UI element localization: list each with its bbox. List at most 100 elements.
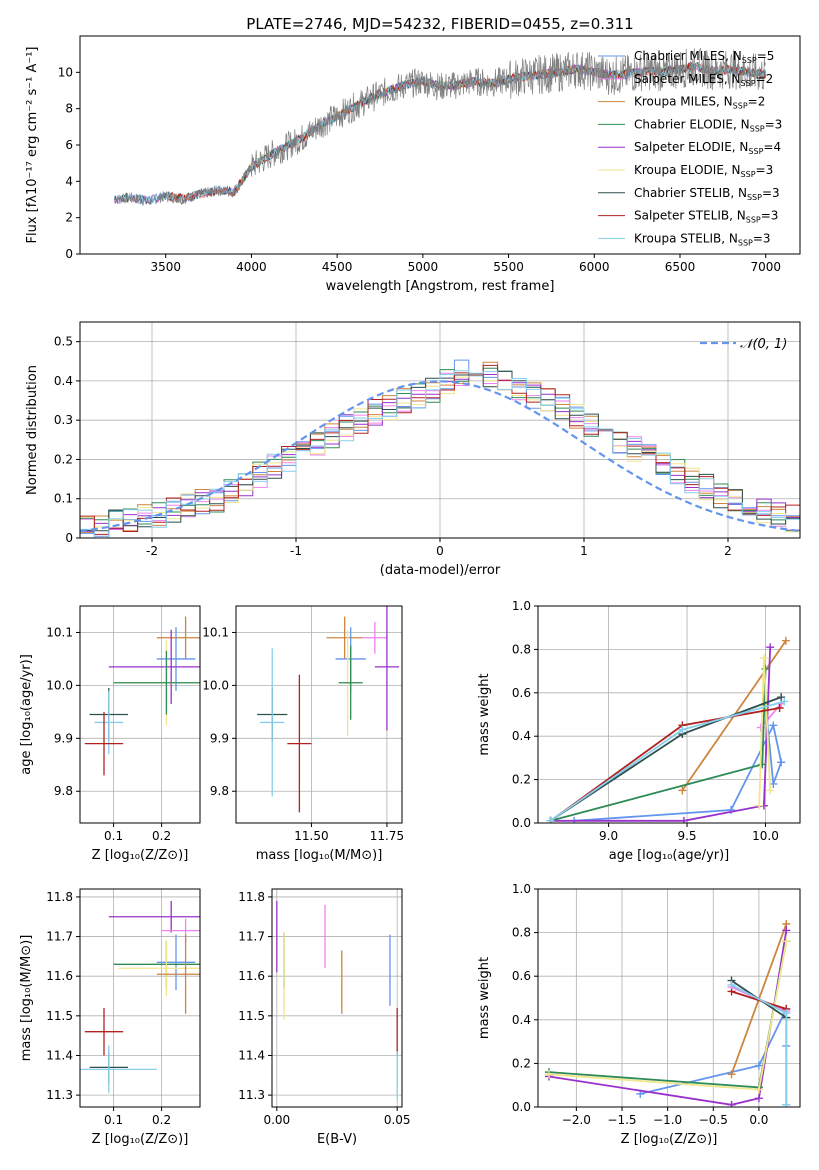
x-tick-label: 0.0 [749,1113,768,1127]
x-tick-label: 0.1 [104,1113,123,1127]
x-tick-label: 7000 [750,260,781,274]
x-axis-label: (data-model)/error [380,563,501,578]
legend-subscript: SSP [746,216,761,225]
y-tick-label: 8 [65,102,73,116]
y-tick-label: 11.5 [238,1009,265,1023]
legend-label: Chabrier MILES, N [634,49,742,63]
x-axis-label: Z [log₁₀(Z/Z⊙)] [621,1132,718,1147]
plot-area [80,900,200,1094]
axes-frame [79,888,201,1108]
mass-weight-series-line [731,990,787,1010]
y-tick-label: 11.3 [46,1088,73,1102]
mass-weight-marker [781,636,790,645]
y-tick-label: 11.3 [238,1088,265,1102]
legend-subscript: SSP [738,238,753,247]
x-tick-label: 11.75 [370,829,404,843]
y-tick-label: 6 [65,138,73,152]
legend-subscript: SSP [747,193,762,202]
y-tick-label: 0.0 [512,1100,531,1114]
x-tick-label: 2 [724,544,732,558]
y-tick-label: 9.8 [210,784,229,798]
y-tick-label: 10.1 [202,625,229,639]
legend-value: =4 [763,140,781,154]
y-tick-label: 11.7 [238,930,265,944]
y-axis-label: mass weight [477,957,492,1039]
y-tick-label: 11.4 [46,1048,73,1062]
y-tick-label: 0.2 [54,452,73,466]
legend-value: =5 [757,49,775,63]
x-tick-label: 9.5 [677,829,696,843]
legend-value: =3 [753,231,771,245]
panel-mass-vs-EBV: 0.00 0.05 11.3 11.4 11.5 11.6 11.7 11.8 E(B-V) [238,888,411,1147]
y-tick-label: 0.4 [54,374,73,388]
y-tick-label: 11.7 [46,930,73,944]
x-tick-label: −2.0 [562,1113,591,1127]
mass-weight-marker [782,926,791,935]
legend-entry: Kroupa ELODIE, NSSP=3 [634,163,773,179]
figure-title: PLATE=2746, MJD=54232, FIBERID=0455, z=0… [246,15,633,33]
y-tick-label: 1.0 [512,882,531,896]
mass-weight-marker [775,703,784,712]
y-tick-label: 0.6 [512,686,531,700]
legend-entry: Chabrier STELIB, NSSP=3 [634,186,780,202]
plot-area [257,606,399,813]
mass-weight-marker [754,1061,763,1070]
mass-weight-marker [678,786,687,795]
plot-area [546,636,790,823]
legend-entry: Salpeter MILES, NSSP=2 [634,72,773,88]
x-tick-label: 0.05 [384,1113,411,1127]
legend-subscript: SSP [733,102,748,111]
x-tick-label: 9.0 [599,829,618,843]
y-axis-label: age [log₁₀(age/yr)] [19,654,34,775]
panel-massweight-vs-Z: −2.0 −1.5 −1.0 −0.5 0.0 0.0 0.2 0.4 0.6 0.8 1.0 Z [… [477,882,801,1147]
plot-area [276,900,398,1100]
x-tick-label: 4500 [322,260,353,274]
legend-label: Kroupa MILES, N [634,95,733,109]
y-axis-label: mass [log₁₀(M/M⊙)] [19,935,34,1062]
axes-frame [537,605,801,824]
axes-frame [235,605,403,824]
y-tick-label: 0.1 [54,492,73,506]
x-tick-label: 0.2 [152,829,171,843]
legend-value: =2 [756,72,774,86]
legend-label: Salpeter ELODIE, N [634,140,748,154]
x-axis-label: E(B-V) [317,1132,357,1147]
legend-value: =2 [748,95,766,109]
y-tick-label: 0.8 [512,642,531,656]
y-axis-label: Flux [fλ10⁻¹⁷ erg cm⁻² s⁻¹ A⁻¹] [25,47,40,244]
y-tick-label: 0 [65,247,73,261]
mass-weight-marker [544,1070,553,1079]
mass-weight-marker [546,816,555,823]
legend-value: =3 [765,117,783,131]
x-axis-label: mass [log₁₀(M/M⊙)] [256,848,383,863]
mass-weight-marker [727,1070,736,1079]
legend-value: =3 [756,163,774,177]
mass-weight-series-line [550,700,785,822]
panel-residuals: -2 -1 0 1 2 0 0.1 0.2 0.3 0.4 0.5 (data-model)/erro… [25,321,801,578]
mass-weight-marker [782,1009,791,1018]
x-tick-label: 3500 [150,260,181,274]
y-tick-label: 4 [65,174,73,188]
axes-frame [271,888,403,1108]
y-tick-label: 0.8 [512,926,531,940]
mass-weight-marker [777,693,786,702]
panel-age-vs-Z: 0.1 0.2 9.8 9.9 10.0 10.1 Z [log₁₀(Z/Z⊙)] age [… [19,605,201,863]
legend-value: =3 [762,186,780,200]
mass-weight-marker [777,758,786,767]
x-tick-label: -2 [146,544,158,558]
plot-area [80,359,800,538]
y-tick-label: 10 [58,65,73,79]
x-tick-label: −1.5 [607,1113,636,1127]
y-tick-label: 0 [65,531,73,545]
mass-weight-series-line [550,707,780,822]
x-tick-label: 0 [436,544,444,558]
legend-subscript: SSP [750,124,765,133]
normal-distribution-curve [80,380,800,533]
legend-label: Salpeter MILES, N [634,72,741,86]
x-tick-label: −1.0 [653,1113,682,1127]
x-tick-label: −0.5 [699,1113,728,1127]
y-tick-label: 0.6 [512,969,531,983]
axes-frame [79,605,201,824]
y-tick-label: 11.6 [238,969,265,983]
y-tick-label: 0.3 [54,413,73,427]
